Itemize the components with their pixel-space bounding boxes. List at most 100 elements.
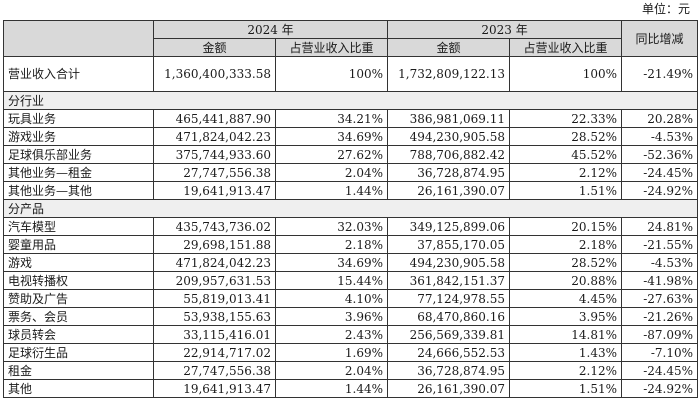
share-2024-cell: 34.21% — [274, 109, 389, 128]
table-row: 票务、会员 53,938,155.63 3.96% 68,470,860.16 3.95… — [3, 307, 699, 326]
share-2023-cell: 3.95% — [509, 307, 623, 326]
share-2023-cell: 4.45% — [509, 289, 623, 308]
table-row: 其他业务—租金 27,747,556.38 2.04% 36,728,874.95 2.… — [3, 163, 699, 182]
table-row: 其他 19,641,913.47 1.44% 26,161,390.07 1.51% -2… — [3, 379, 699, 398]
share-2024-cell: 1.69% — [274, 343, 389, 362]
yoy-cell: -87.09% — [621, 325, 699, 344]
share-2023-cell: 14.81% — [509, 325, 623, 344]
section-product-row: 分产品 — [2, 199, 699, 218]
row-label-cell: 足球衍生品 — [3, 343, 154, 362]
row-label-cell: 赞助及广告 — [3, 289, 154, 308]
share-2024-cell: 34.69% — [274, 127, 389, 146]
amount-2023-cell: 26,161,390.07 — [387, 181, 511, 200]
section-industry-label: 分行业 — [2, 91, 699, 110]
header-blank — [3, 20, 154, 57]
table-row: 电视转播权 209,957,631.53 15.44% 361,842,151.37 2… — [3, 271, 699, 290]
amount-2024-cell: 435,743,736.02 — [153, 217, 276, 236]
amount-2024-cell: 22,914,717.02 — [153, 343, 276, 362]
amount-2024-cell: 375,744,933.60 — [153, 145, 276, 164]
row-label-cell: 足球俱乐部业务 — [3, 145, 154, 164]
yoy-cell: -24.92% — [621, 379, 699, 398]
share-2024-cell: 34.69% — [274, 253, 389, 272]
table-row: 租金 27,747,556.38 2.04% 36,728,874.95 2.12% -2… — [3, 361, 699, 380]
share-2023-cell: 1.51% — [509, 379, 623, 398]
row-label-cell: 婴童用品 — [3, 235, 154, 254]
amount-2024-cell: 19,641,913.47 — [153, 181, 276, 200]
table-row: 足球衍生品 22,914,717.02 1.69% 24,666,552.53 1.43… — [3, 343, 699, 362]
amount-2024-cell: 33,115,416.01 — [153, 325, 276, 344]
share-2024-cell: 2.04% — [274, 361, 389, 380]
row-label-cell: 玩具业务 — [3, 109, 154, 128]
amount-2023-cell: 349,125,899.06 — [387, 217, 511, 236]
total-amount-2023: 1,732,809,122.13 — [387, 56, 511, 92]
unit-label: 单位：元 — [641, 2, 690, 16]
yoy-cell: -21.26% — [621, 307, 699, 326]
amount-2024-cell: 465,441,887.90 — [153, 109, 276, 128]
amount-2023-cell: 494,230,905.58 — [387, 253, 511, 272]
amount-2024-cell: 55,819,013.41 — [153, 289, 276, 308]
share-2024-cell: 15.44% — [274, 271, 389, 290]
amount-2024-cell: 27,747,556.38 — [153, 163, 276, 182]
row-label-cell: 游戏业务 — [3, 127, 154, 146]
header-year-2023: 2023 年 — [387, 20, 623, 39]
row-label-cell: 汽车模型 — [3, 217, 154, 236]
amount-2024-cell: 209,957,631.53 — [153, 271, 276, 290]
amount-2023-cell: 256,569,339.81 — [387, 325, 511, 344]
table-row: 游戏业务 471,824,042.23 34.69% 494,230,905.58 28… — [3, 127, 699, 146]
share-2024-cell: 2.18% — [274, 235, 389, 254]
header-share-2023: 占营业收入比重 — [509, 38, 623, 57]
row-label-cell: 其他业务—租金 — [3, 163, 154, 182]
share-2023-cell: 1.51% — [509, 181, 623, 200]
table-row: 玩具业务 465,441,887.90 34.21% 386,981,069.11 22… — [3, 109, 699, 128]
row-label-cell: 其他 — [3, 379, 154, 398]
yoy-cell: -52.36% — [621, 145, 699, 164]
share-2023-cell: 2.12% — [509, 361, 623, 380]
row-label-cell: 球员转会 — [3, 325, 154, 344]
section-product-label: 分产品 — [2, 199, 699, 218]
yoy-cell: -7.10% — [621, 343, 699, 362]
total-share-2023: 100% — [509, 56, 623, 92]
yoy-cell: 20.28% — [621, 109, 699, 128]
table-row: 球员转会 33,115,416.01 2.43% 256,569,339.81 14.8… — [3, 325, 699, 344]
amount-2024-cell: 53,938,155.63 — [153, 307, 276, 326]
share-2024-cell: 1.44% — [274, 379, 389, 398]
yoy-cell: -24.45% — [621, 361, 699, 380]
yoy-cell: -24.92% — [621, 181, 699, 200]
share-2024-cell: 4.10% — [274, 289, 389, 308]
yoy-cell: -41.98% — [621, 271, 699, 290]
row-label-cell: 其他业务—其他 — [3, 181, 154, 200]
share-2023-cell: 1.43% — [509, 343, 623, 362]
amount-2023-cell: 24,666,552.53 — [387, 343, 511, 362]
yoy-cell: -4.53% — [621, 127, 699, 146]
share-2023-cell: 28.52% — [509, 253, 623, 272]
section-industry-row: 分行业 — [2, 91, 699, 110]
amount-2023-cell: 494,230,905.58 — [387, 127, 511, 146]
yoy-cell: -4.53% — [621, 253, 699, 272]
share-2024-cell: 27.62% — [274, 145, 389, 164]
share-2023-cell: 20.88% — [509, 271, 623, 290]
yoy-cell: -27.63% — [621, 289, 699, 308]
total-share-2024: 100% — [274, 56, 389, 92]
amount-2024-cell: 471,824,042.23 — [153, 127, 276, 146]
row-label-cell: 票务、会员 — [3, 307, 154, 326]
amount-2024-cell: 19,641,913.47 — [153, 379, 276, 398]
yoy-cell: -21.55% — [621, 235, 699, 254]
row-label-cell: 租金 — [3, 361, 154, 380]
header-amount-2023: 金额 — [387, 38, 511, 57]
amount-2023-cell: 68,470,860.16 — [387, 307, 511, 326]
header-share-2024: 占营业收入比重 — [274, 38, 389, 57]
share-2023-cell: 20.15% — [509, 217, 623, 236]
share-2023-cell: 22.33% — [509, 109, 623, 128]
total-amount-2024: 1,360,400,333.58 — [153, 56, 276, 92]
row-label-cell: 游戏 — [3, 253, 154, 272]
table-row: 赞助及广告 55,819,013.41 4.10% 77,124,978.55 4.45… — [3, 289, 699, 308]
amount-2023-cell: 26,161,390.07 — [387, 379, 511, 398]
share-2023-cell: 2.12% — [509, 163, 623, 182]
yoy-cell: -24.45% — [621, 163, 699, 182]
amount-2024-cell: 471,824,042.23 — [153, 253, 276, 272]
share-2024-cell: 2.04% — [274, 163, 389, 182]
amount-2024-cell: 27,747,556.38 — [153, 361, 276, 380]
amount-2023-cell: 361,842,151.37 — [387, 271, 511, 290]
amount-2023-cell: 36,728,874.95 — [387, 361, 511, 380]
total-yoy: -21.49% — [621, 56, 699, 92]
